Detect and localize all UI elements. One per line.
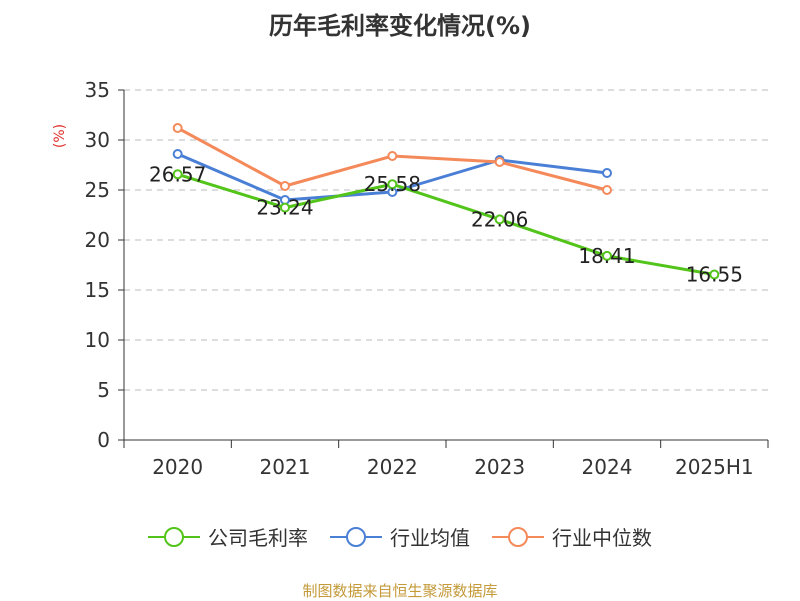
legend-line-icon — [492, 526, 544, 547]
data-point — [602, 250, 612, 261]
legend-item-industry-median[interactable]: 行业中位数 — [492, 522, 652, 551]
legend-label-industry-mean: 行业均值 — [390, 526, 470, 550]
x-tick-label: 2023 — [474, 455, 525, 479]
legend-label-company: 公司毛利率 — [208, 526, 308, 550]
y-tick-label: 35 — [85, 78, 110, 102]
y-tick-label: 30 — [85, 128, 110, 152]
legend: 公司毛利率 行业均值 行业中位数 — [0, 522, 800, 551]
data-point — [172, 123, 183, 133]
y-tick-label: 25 — [85, 178, 110, 202]
x-tick-label: 2020 — [152, 455, 203, 479]
data-point — [387, 179, 398, 190]
data-label: 26.57 — [149, 162, 206, 186]
legend-line-icon — [330, 526, 382, 547]
chart-title: 历年毛利率变化情况(%) — [269, 12, 531, 40]
data-label: 18.41 — [578, 244, 635, 268]
data-point — [494, 157, 505, 167]
data-label: 22.06 — [471, 207, 528, 231]
data-source: 制图数据来自恒生聚源数据库 — [302, 582, 498, 600]
data-point — [709, 269, 720, 280]
data-point — [172, 149, 183, 159]
data-point — [602, 168, 612, 178]
y-tick-label: 15 — [85, 278, 110, 302]
x-tick-label: 2024 — [582, 455, 633, 479]
legend-label-industry-median: 行业中位数 — [552, 526, 652, 550]
data-label: 16.55 — [686, 263, 743, 287]
x-tick-label: 2021 — [260, 455, 311, 479]
data-point — [494, 214, 505, 225]
legend-item-company[interactable]: 公司毛利率 — [148, 522, 308, 551]
x-tick-label: 2025H1 — [675, 455, 754, 479]
data-label: 23.24 — [256, 196, 313, 220]
y-tick-label: 10 — [85, 328, 110, 352]
x-tick-label: 2022 — [367, 455, 418, 479]
data-label: 25.58 — [364, 172, 421, 196]
data-point — [387, 151, 398, 161]
legend-line-icon — [148, 526, 200, 547]
y-tick-label: 20 — [85, 228, 110, 252]
y-tick-label: 5 — [97, 378, 110, 402]
data-point — [280, 181, 290, 191]
legend-item-industry-mean[interactable]: 行业均值 — [330, 522, 470, 551]
data-point — [172, 169, 183, 180]
data-point — [602, 185, 612, 195]
series-line — [177, 172, 715, 276]
y-tick-label: 0 — [97, 428, 110, 452]
data-point — [280, 202, 290, 213]
